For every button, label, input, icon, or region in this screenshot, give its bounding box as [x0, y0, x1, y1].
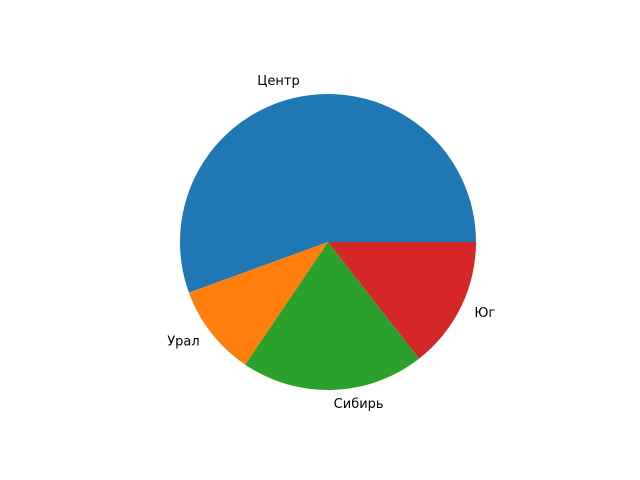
pie-slice-3 — [245, 242, 420, 390]
pie-slice-4 — [328, 242, 476, 359]
pie-slice-1 — [179, 94, 476, 293]
pie-label-2: Урал — [167, 335, 199, 350]
pie-slices — [179, 94, 476, 390]
pie-label-4: Юг — [474, 306, 495, 321]
pie-labels: Центр Урал Сибирь Юг — [167, 74, 495, 412]
pie-slice-2 — [188, 242, 328, 365]
pie-label-1: Центр — [257, 74, 299, 89]
pie-label-3: Сибирь — [334, 397, 384, 412]
